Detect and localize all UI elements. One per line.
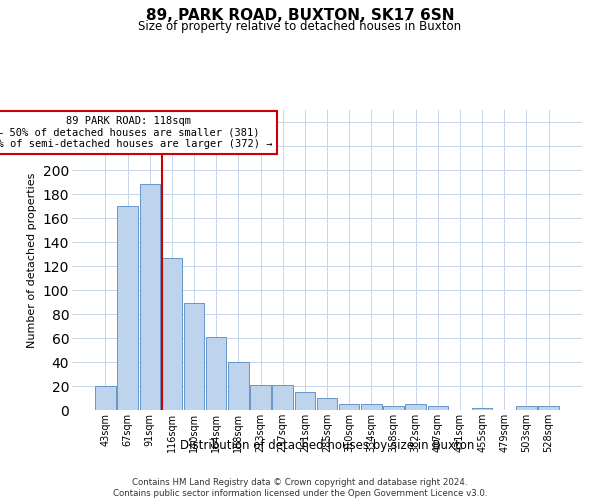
Bar [118, 206, 138, 410]
Y-axis label: Number of detached properties: Number of detached properties [27, 172, 37, 348]
Bar [538, 406, 559, 410]
Text: 89, PARK ROAD, BUXTON, SK17 6SN: 89, PARK ROAD, BUXTON, SK17 6SN [146, 8, 454, 22]
Bar [383, 406, 404, 410]
Text: Contains HM Land Registry data © Crown copyright and database right 2024.
Contai: Contains HM Land Registry data © Crown c… [113, 478, 487, 498]
Bar [95, 386, 116, 410]
Bar [406, 404, 426, 410]
Bar [250, 385, 271, 410]
Bar [228, 362, 248, 410]
Bar [361, 404, 382, 410]
Bar [317, 398, 337, 410]
Bar [272, 385, 293, 410]
Bar [516, 406, 536, 410]
Bar [140, 184, 160, 410]
Bar [428, 406, 448, 410]
Bar [161, 258, 182, 410]
Bar [295, 392, 315, 410]
Bar [206, 337, 226, 410]
Text: 89 PARK ROAD: 118sqm
← 50% of detached houses are smaller (381)
49% of semi-deta: 89 PARK ROAD: 118sqm ← 50% of detached h… [0, 116, 272, 149]
Text: Size of property relative to detached houses in Buxton: Size of property relative to detached ho… [139, 20, 461, 33]
Bar [339, 404, 359, 410]
Text: Distribution of detached houses by size in Buxton: Distribution of detached houses by size … [180, 440, 474, 452]
Bar [184, 303, 204, 410]
Bar [472, 408, 493, 410]
